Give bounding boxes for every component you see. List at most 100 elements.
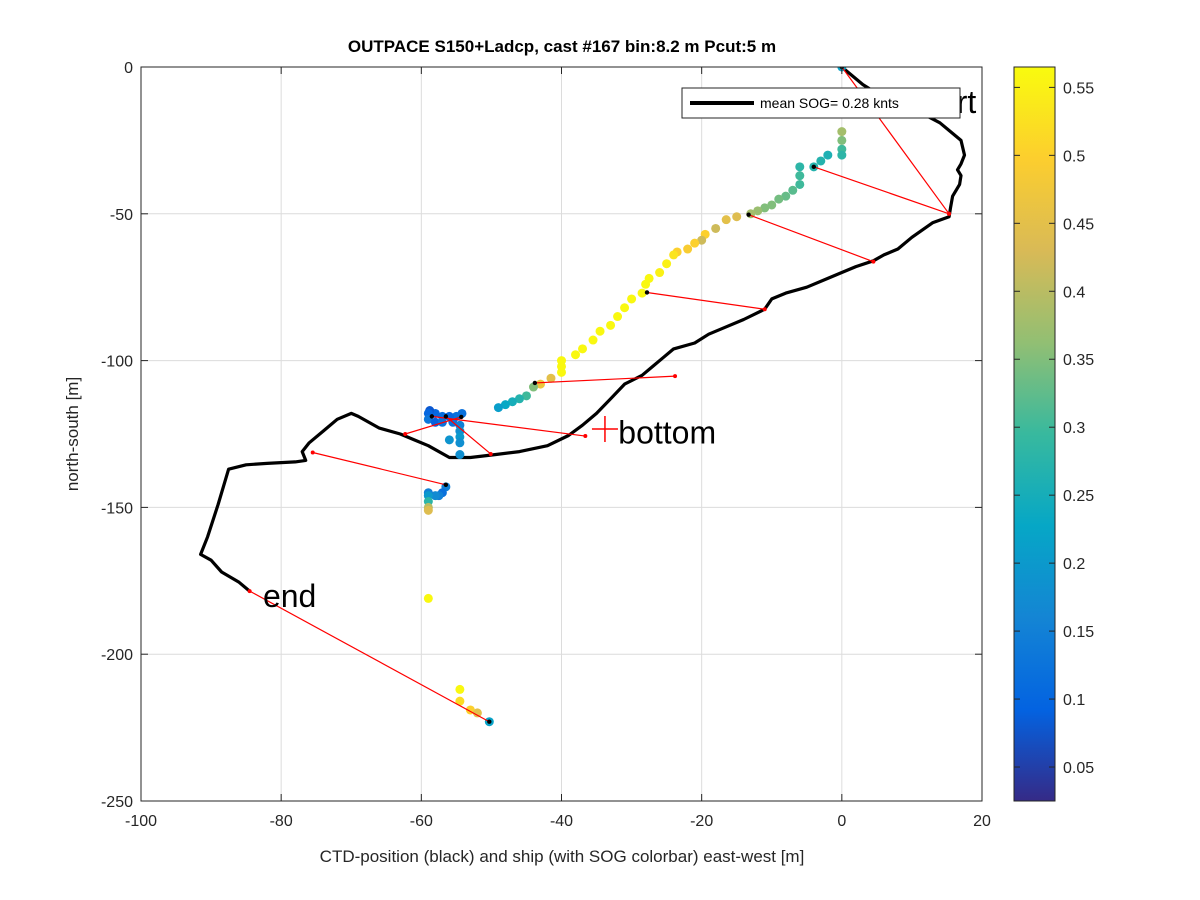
colorbar-gradient xyxy=(1013,66,1056,802)
x-tick-label: -40 xyxy=(550,813,573,830)
ship-sog-point xyxy=(697,235,707,245)
legend: mean SOG= 0.28 knts xyxy=(681,87,961,119)
ship-sog-point xyxy=(837,127,847,137)
ship-sog-point xyxy=(613,312,623,322)
ctd-ship-connector xyxy=(813,166,950,215)
ship-sog-point xyxy=(514,394,524,404)
ship-position-marker xyxy=(443,482,449,487)
ship-sog-point xyxy=(472,708,482,718)
ship-sog-point xyxy=(662,259,672,269)
ship-sog-point xyxy=(423,593,433,603)
ship-sog-point xyxy=(455,438,465,448)
ship-position-marker xyxy=(459,414,464,420)
ship-position-marker xyxy=(443,414,449,419)
x-axis-label: CTD-position (black) and ship (with SOG … xyxy=(320,847,805,866)
colorbar-tick-label: 0.25 xyxy=(1063,488,1094,505)
legend-label: mean SOG= 0.28 knts xyxy=(760,95,899,111)
ctd-ship-connector xyxy=(312,451,447,486)
ship-sog-point xyxy=(837,150,847,160)
annotation-end: end xyxy=(263,578,316,614)
colorbar-tick-label: 0.1 xyxy=(1063,692,1085,709)
ship-sog-point xyxy=(546,373,556,383)
colorbar-tick-label: 0.15 xyxy=(1063,624,1094,641)
colorbar-tick-label: 0.2 xyxy=(1063,556,1085,573)
series-layer xyxy=(199,67,967,727)
ship-sog-point xyxy=(760,203,770,213)
ship-sog-point xyxy=(430,491,440,501)
y-tick-label: 0 xyxy=(124,60,133,77)
ship-sog-point xyxy=(655,268,665,278)
ctd-position-marker xyxy=(310,450,315,455)
x-tick-label: -100 xyxy=(125,813,157,830)
ctd-position-marker xyxy=(673,374,678,379)
ship-sog-point xyxy=(683,244,693,254)
ship-sog-point xyxy=(557,367,566,377)
ship-sog-point xyxy=(606,320,616,330)
ship-sog-point xyxy=(500,400,510,410)
annotations: rt bottom end xyxy=(263,84,976,614)
ctd-ship-connector xyxy=(249,590,490,723)
ctd-ship-connector xyxy=(431,415,586,437)
ship-sog-point xyxy=(732,212,742,222)
ship-sog-point xyxy=(571,350,581,360)
y-tick-label: -250 xyxy=(101,794,133,811)
ctd-ship-connector xyxy=(445,415,492,455)
ctd-position-marker xyxy=(871,259,876,264)
colorbar: 0.05 0.1 0.15 0.2 0.25 0.3 0.35 0.4 0.45 0.5 0.55 xyxy=(1013,66,1094,802)
ship-sog-point xyxy=(627,294,637,304)
ship-sog-point xyxy=(578,344,588,354)
colorbar-tick-label: 0.3 xyxy=(1063,420,1085,437)
ship-sog-point xyxy=(444,435,454,445)
ship-sog-point xyxy=(823,150,833,160)
ship-sog-point xyxy=(637,288,647,298)
ctd-position-marker xyxy=(762,307,767,312)
ship-sog-point xyxy=(781,191,791,201)
ship-sog-point xyxy=(816,156,826,166)
ship-sog-point xyxy=(455,450,465,460)
colorbar-tick-label: 0.55 xyxy=(1063,80,1094,97)
ship-sog-point xyxy=(521,391,531,401)
ship-sog-point xyxy=(595,326,605,336)
y-tick-label: -100 xyxy=(101,354,133,371)
x-tick-label: 0 xyxy=(837,813,846,830)
ship-sog-point xyxy=(493,403,503,413)
ship-sog-point xyxy=(620,303,630,313)
ship-sog-point xyxy=(795,171,805,181)
ship-sog-point xyxy=(774,194,784,204)
x-tick-label: -80 xyxy=(270,813,293,830)
y-tick-label: -200 xyxy=(101,647,133,664)
ship-sog-point xyxy=(711,223,721,233)
ship-sog-point xyxy=(837,135,847,145)
colorbar-tick-label: 0.35 xyxy=(1063,352,1094,369)
ship-sog-point xyxy=(690,238,700,248)
x-tick-label: -20 xyxy=(690,813,713,830)
ctd-ship-connector xyxy=(748,214,874,263)
axis-ticks: -100 -80 -60 -40 -20 0 20-250-200-150-100-500 xyxy=(101,60,991,830)
ship-sog-point xyxy=(721,215,731,225)
colorbar-tick-label: 0.5 xyxy=(1063,148,1085,165)
colorbar-tick-label: 0.4 xyxy=(1063,284,1085,301)
annotation-rt: rt xyxy=(957,84,977,120)
colorbar-tick-label: 0.45 xyxy=(1063,216,1094,233)
ctd-ship-connector xyxy=(405,416,462,435)
ship-sog-point xyxy=(795,162,805,172)
x-tick-label: 20 xyxy=(973,813,991,830)
ship-position-marker xyxy=(532,380,538,386)
ctd-track-line xyxy=(199,67,967,593)
ship-sog-point xyxy=(795,179,805,189)
ctd-ship-connector xyxy=(646,291,765,310)
ship-sog-point xyxy=(788,185,798,195)
colorbar-ticks: 0.05 0.1 0.15 0.2 0.25 0.3 0.35 0.4 0.45 0.5 0.55 xyxy=(1014,80,1094,777)
ship-sog-point xyxy=(535,379,545,389)
ship-sog-point xyxy=(455,696,465,706)
y-tick-label: -150 xyxy=(101,500,133,517)
ship-sog-point xyxy=(455,684,465,694)
ship-sog-point xyxy=(588,335,598,345)
plot-area: -100 -80 -60 -40 -20 0 20-250-200-150-100-500 … xyxy=(101,60,991,830)
ctd-position-marker xyxy=(583,434,588,439)
ctd-ship-connector xyxy=(534,375,676,384)
y-axis-label: north-south [m] xyxy=(63,377,82,491)
ctd-position-marker xyxy=(488,451,493,456)
x-tick-label: -60 xyxy=(410,813,433,830)
